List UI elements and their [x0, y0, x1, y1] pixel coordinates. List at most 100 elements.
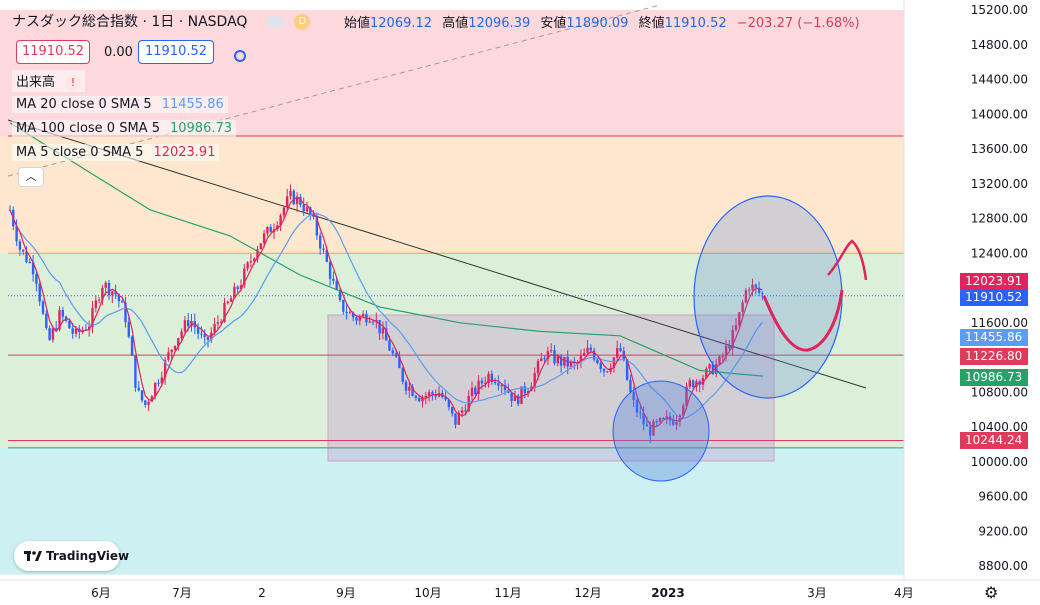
legend-ma5[interactable]: MA 5 close 0 SMA 5 12023.91: [12, 144, 220, 161]
candle-body: [295, 196, 299, 205]
circle-annotation-low: [612, 380, 710, 482]
candle-body: [292, 190, 295, 205]
candle-body: [355, 317, 358, 321]
candle-body: [685, 386, 688, 406]
candle-body: [484, 382, 487, 384]
buy-button[interactable]: 11910.52: [138, 40, 214, 64]
forecast-curve: [762, 289, 844, 352]
candle-body: [751, 284, 754, 290]
y-tick-label: 10800.00: [971, 385, 1028, 399]
candle-body: [398, 356, 401, 369]
trend-line-down: [7, 119, 867, 389]
warning-icon[interactable]: !: [65, 75, 82, 91]
candle-body: [342, 299, 345, 312]
candle-body: [437, 393, 441, 397]
candle-body: [559, 356, 563, 366]
candle-body: [394, 353, 398, 357]
price-tag[interactable]: 10986.73: [960, 369, 1028, 386]
price-tag[interactable]: 11226.80: [960, 348, 1028, 365]
candle-body: [157, 382, 160, 384]
candle-body: [596, 359, 599, 364]
x-tick-label: 12月: [574, 586, 601, 600]
candle-body: [97, 299, 101, 301]
candle-body: [404, 381, 408, 391]
candle-body: [724, 345, 728, 357]
candle-body: [338, 289, 342, 300]
candle-body: [299, 196, 302, 205]
candle-body: [688, 380, 691, 387]
candle-body: [658, 418, 662, 422]
open-value: 12069.12: [370, 16, 433, 31]
candle-body: [58, 309, 61, 330]
candle-body: [619, 348, 622, 351]
candle-body: [427, 392, 431, 396]
price-tag[interactable]: 12023.91: [960, 273, 1028, 290]
symbol-title[interactable]: ナスダック総合指数 · 1日 · NASDAQ D: [12, 11, 311, 31]
candle-body: [546, 351, 550, 360]
candle-body: [734, 325, 738, 331]
candle-body: [203, 334, 206, 338]
legend-ma20[interactable]: MA 20 close 0 SMA 5 11455.86: [12, 96, 228, 113]
gear-icon[interactable]: ⚙: [984, 583, 999, 602]
legend-ma100[interactable]: MA 100 close 0 SMA 5 10986.73: [12, 120, 237, 137]
trade-indicator-icon[interactable]: [234, 50, 246, 62]
candle-body: [652, 421, 655, 436]
candle-body: [424, 395, 427, 398]
candle-body: [48, 328, 51, 340]
chevron-up-icon[interactable]: ︿: [18, 167, 44, 187]
candle-body: [71, 328, 74, 334]
candle-body: [731, 330, 734, 349]
y-tick-label: 13600.00: [971, 142, 1028, 156]
candle-body: [137, 387, 140, 391]
candle-body: [150, 396, 154, 402]
candle-body: [229, 298, 233, 302]
sell-button[interactable]: 11910.52: [16, 40, 90, 64]
candle-body: [741, 302, 744, 313]
candle-body: [526, 391, 530, 394]
candle-body: [127, 322, 130, 337]
price-tag[interactable]: 11455.86: [960, 329, 1028, 346]
candle-body: [754, 284, 757, 288]
candle-body: [111, 291, 114, 296]
candle-body: [18, 241, 22, 250]
candle-body: [279, 215, 282, 226]
candle-body: [352, 312, 355, 318]
candle-body: [444, 396, 447, 400]
candle-body: [213, 323, 216, 333]
candle-body: [200, 333, 203, 335]
candle-body: [408, 386, 411, 391]
candle-body: [180, 331, 183, 339]
ma-100-line: [9, 122, 764, 377]
candle-body: [130, 336, 134, 356]
candle-body: [589, 347, 592, 351]
ma-5-line: [9, 196, 763, 428]
candle-body: [183, 320, 187, 332]
candle-body: [154, 382, 157, 397]
candle-body: [477, 380, 480, 394]
candle-body: [728, 345, 731, 349]
candle-body: [117, 294, 121, 302]
candle-body: [190, 321, 193, 327]
y-tick-label: 8800.00: [978, 559, 1028, 573]
candle-body: [454, 413, 457, 425]
candle-body: [239, 285, 243, 290]
candle-body: [160, 377, 163, 384]
legend-volume[interactable]: 出来高!: [12, 70, 86, 92]
candle-body: [309, 207, 312, 215]
price-tag[interactable]: 11910.52: [960, 289, 1028, 306]
candle-body: [325, 249, 328, 262]
candle-body: [170, 349, 173, 353]
candle-body: [414, 395, 418, 398]
close-label: 終値: [638, 16, 665, 31]
visibility-icon[interactable]: [265, 16, 284, 28]
price-tag[interactable]: 10244.24: [960, 432, 1028, 449]
x-tick-label: 3月: [807, 586, 827, 600]
candle-body: [418, 397, 421, 402]
circle-annotation-high: [693, 195, 843, 399]
candle-body: [434, 394, 437, 397]
candle-body: [385, 328, 388, 341]
candle-body: [457, 412, 460, 425]
tradingview-logo[interactable]: TradingView: [14, 541, 129, 571]
candle-body: [655, 421, 658, 423]
